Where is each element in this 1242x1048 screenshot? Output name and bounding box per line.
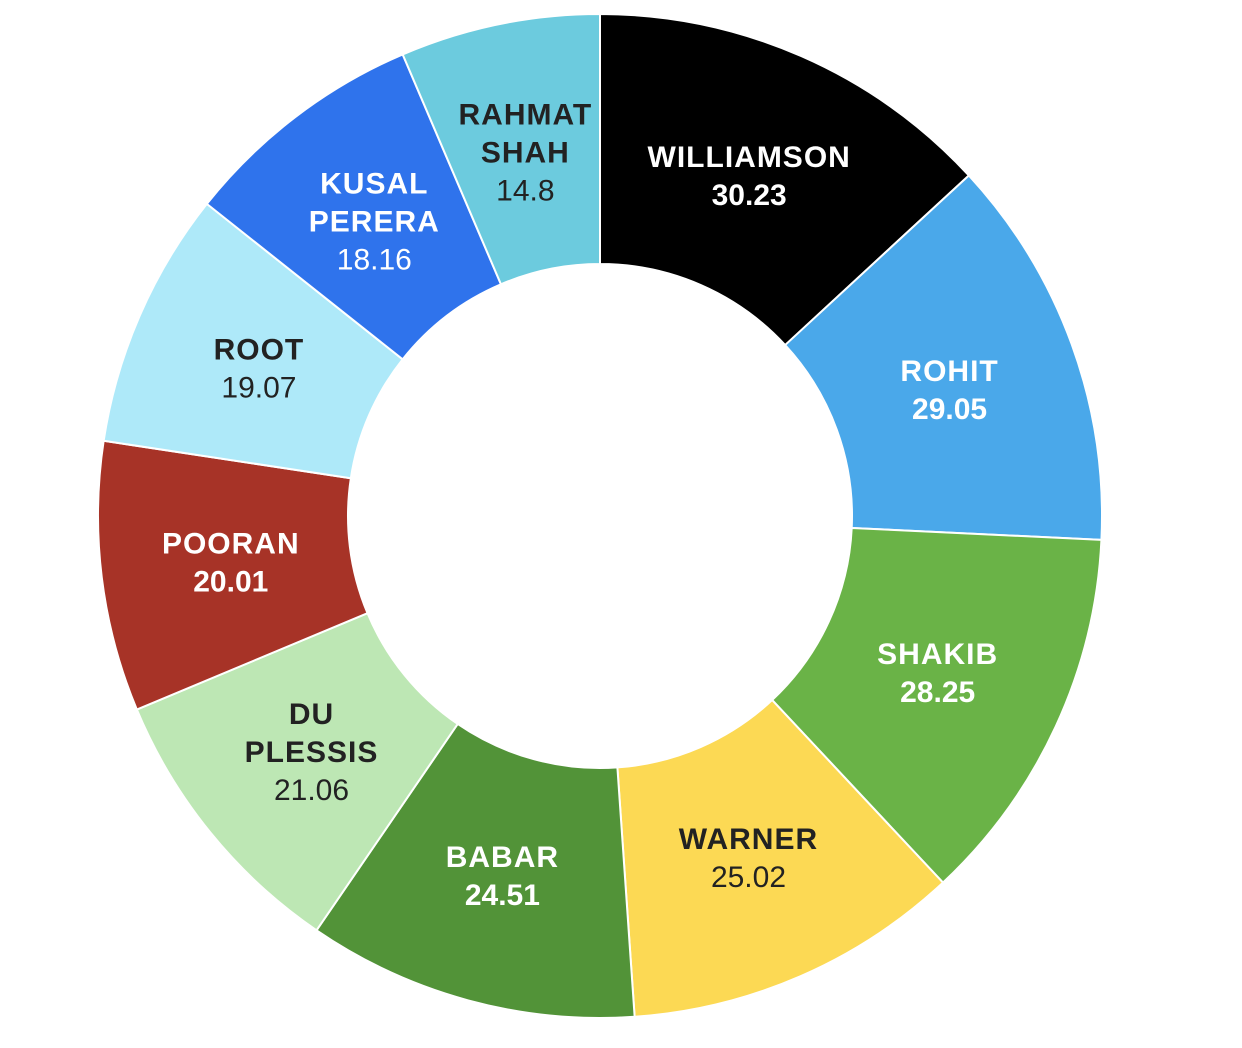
label-rahmat-shah: RAHMAT SHAH 14.8 <box>458 99 592 208</box>
label-shakib: SHAKIB 28.25 <box>877 638 998 709</box>
label-name: WARNER <box>679 823 818 856</box>
segment-shakib <box>771 526 1103 884</box>
label-name: PLESSIS <box>245 736 379 769</box>
segment-babar <box>315 722 636 1019</box>
label-name: ROOT <box>214 333 305 366</box>
label-name: SHAKIB <box>877 638 998 671</box>
label-value: 21.06 <box>274 774 349 807</box>
segment-rahmat-shah <box>401 13 601 286</box>
label-name: WILLIAMSON <box>648 141 851 174</box>
label-name: BABAR <box>446 841 559 874</box>
donut-segments <box>97 13 1103 1019</box>
label-value: 20.01 <box>193 566 268 599</box>
label-value: 14.8 <box>496 175 554 208</box>
label-value: 24.51 <box>465 879 540 912</box>
label-name: ROHIT <box>900 355 998 388</box>
label-pooran: POORAN 20.01 <box>162 528 300 599</box>
label-rohit: ROHIT 29.05 <box>900 355 998 426</box>
label-value: 18.16 <box>337 243 412 276</box>
label-name: POORAN <box>162 528 300 561</box>
label-value: 28.25 <box>900 676 975 709</box>
segment-williamson <box>599 13 970 347</box>
label-value: 25.02 <box>711 861 786 894</box>
label-name: DU <box>289 698 334 731</box>
segment-du-plessis <box>135 612 459 932</box>
donut-labels: WILLIAMSON 30.23 ROHIT 29.05 SHAKIB 28.25 WARN… <box>162 99 998 912</box>
label-value: 30.23 <box>712 179 787 212</box>
label-du-plessis: DU PLESSIS 21.06 <box>245 698 379 807</box>
segment-warner <box>616 699 944 1018</box>
segment-rohit <box>784 174 1103 541</box>
label-name: RAHMAT <box>458 99 592 132</box>
label-babar: BABAR 24.51 <box>446 841 559 912</box>
label-williamson: WILLIAMSON 30.23 <box>648 141 851 212</box>
label-root: ROOT 19.07 <box>214 333 305 404</box>
label-name: KUSAL <box>320 167 428 200</box>
label-name: PERERA <box>309 205 440 238</box>
label-kusal-perera: KUSAL PERERA 18.16 <box>309 167 440 276</box>
label-value: 19.07 <box>221 371 296 404</box>
label-value: 29.05 <box>912 393 987 426</box>
label-warner: WARNER 25.02 <box>679 823 818 894</box>
label-name: SHAH <box>481 137 570 170</box>
